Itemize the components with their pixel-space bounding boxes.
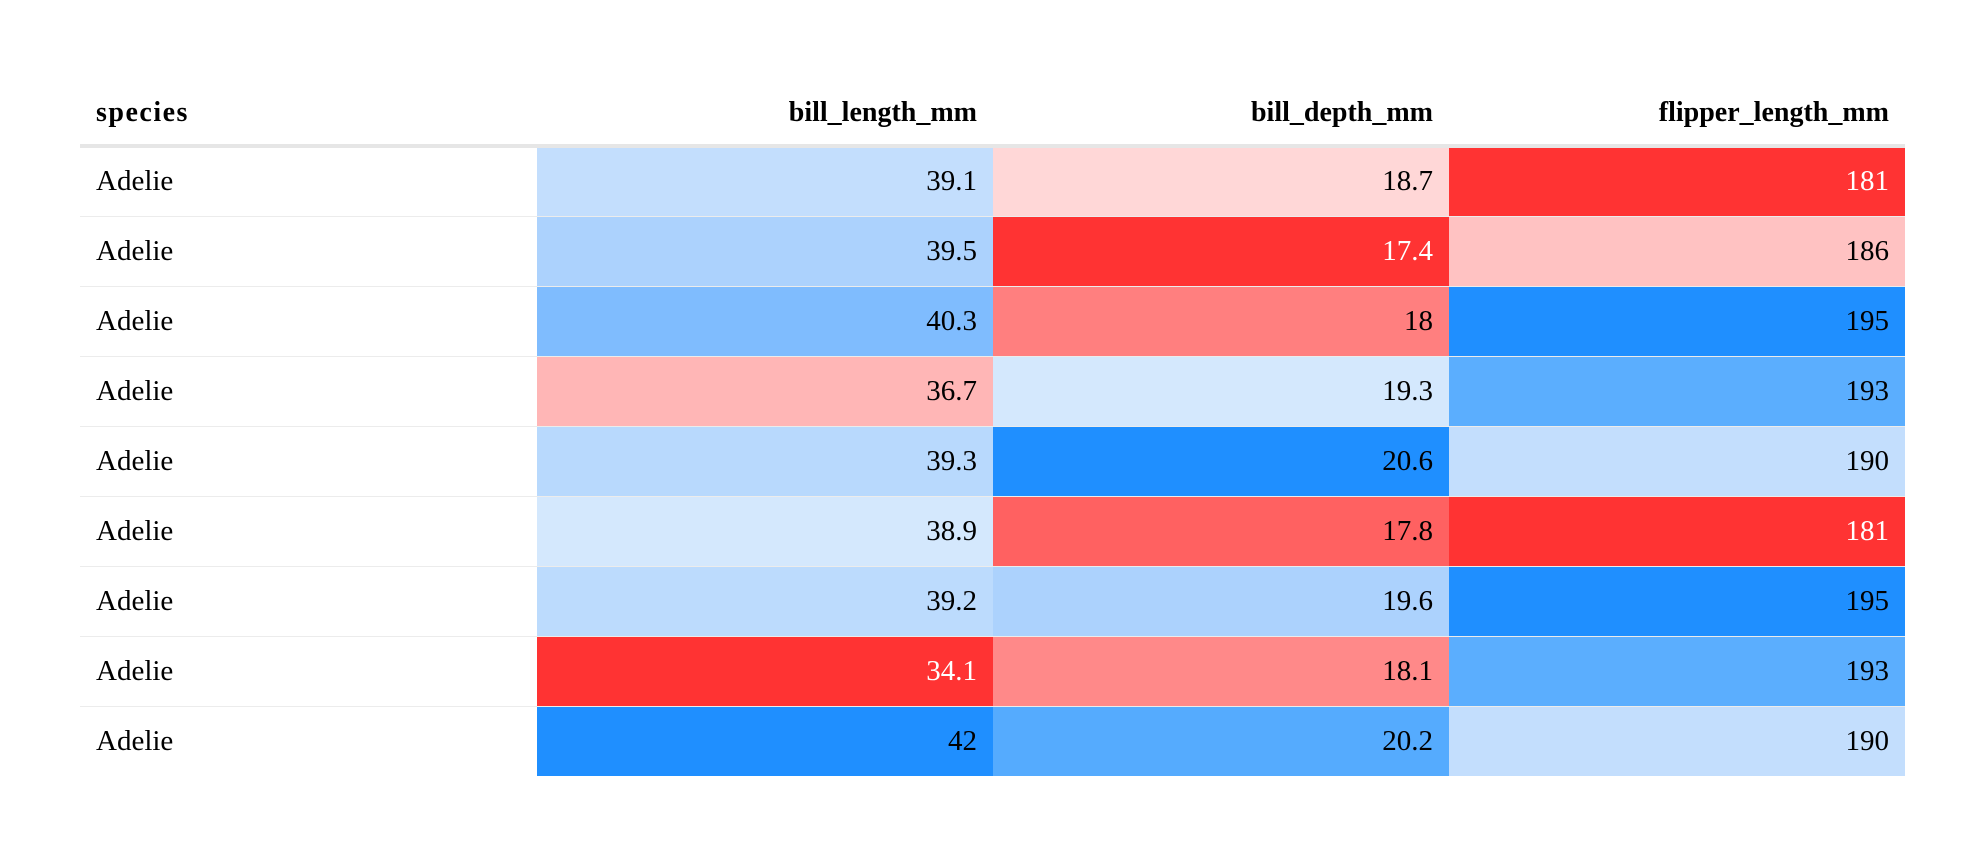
table-row: Adelie 39.5 17.4 186 bbox=[80, 216, 1905, 287]
flipper-length-cell: 181 bbox=[1449, 146, 1905, 217]
header-row: species bill_length_mm bill_depth_mm fli… bbox=[80, 82, 1905, 148]
column-header-bill-length[interactable]: bill_length_mm bbox=[537, 82, 993, 148]
species-cell: Adelie bbox=[80, 566, 537, 637]
flipper-length-cell: 193 bbox=[1449, 356, 1905, 427]
bill-depth-cell: 17.8 bbox=[993, 496, 1449, 567]
bill-length-cell: 39.5 bbox=[537, 216, 993, 287]
flipper-length-cell: 186 bbox=[1449, 216, 1905, 287]
flipper-length-cell: 190 bbox=[1449, 706, 1905, 776]
bill-depth-cell: 20.2 bbox=[993, 706, 1449, 776]
species-cell: Adelie bbox=[80, 636, 537, 707]
bill-depth-cell: 20.6 bbox=[993, 426, 1449, 497]
column-header-flipper-length[interactable]: flipper_length_mm bbox=[1449, 82, 1905, 148]
species-cell: Adelie bbox=[96, 724, 174, 757]
flipper-length-cell: 181 bbox=[1449, 496, 1905, 567]
bill-length-cell: 36.7 bbox=[537, 356, 993, 427]
flipper-length-cell: 195 bbox=[1449, 286, 1905, 357]
table-row: Adelie 39.1 18.7 181 bbox=[80, 146, 1905, 217]
column-header-bill-depth[interactable]: bill_depth_mm bbox=[993, 82, 1449, 148]
flipper-length-cell: 195 bbox=[1449, 566, 1905, 637]
table-row: Adelie 42 20.2 190 bbox=[80, 706, 1905, 776]
bill-length-cell: 39.3 bbox=[537, 426, 993, 497]
species-cell: Adelie bbox=[80, 146, 537, 217]
flipper-length-cell: 190 bbox=[1449, 426, 1905, 497]
bill-depth-cell: 17.4 bbox=[993, 216, 1449, 287]
table-row: Adelie 39.3 20.6 190 bbox=[80, 426, 1905, 497]
bill-depth-cell: 19.3 bbox=[993, 356, 1449, 427]
bill-depth-cell: 18 bbox=[993, 286, 1449, 357]
data-table-container: species bill_length_mm bill_depth_mm fli… bbox=[80, 82, 1905, 776]
bill-length-cell: 42 bbox=[537, 706, 993, 776]
flipper-length-cell: 193 bbox=[1449, 636, 1905, 707]
table-row: Adelie 38.9 17.8 181 bbox=[80, 496, 1905, 567]
table-row: Adelie 40.3 18 195 bbox=[80, 286, 1905, 357]
species-cell: Adelie bbox=[80, 216, 537, 287]
bill-depth-cell: 18.1 bbox=[993, 636, 1449, 707]
table-row: Adelie 39.2 19.6 195 bbox=[80, 566, 1905, 637]
table-row: Adelie 36.7 19.3 193 bbox=[80, 356, 1905, 427]
species-cell: Adelie bbox=[80, 286, 537, 357]
bill-depth-cell: 18.7 bbox=[993, 146, 1449, 217]
bill-length-cell: 34.1 bbox=[537, 636, 993, 707]
table-body: Adelie 39.1 18.7 181 Adelie 39.5 17.4 186 Adelie… bbox=[80, 146, 1905, 776]
species-cell: Adelie bbox=[80, 496, 537, 567]
bill-depth-cell: 19.6 bbox=[993, 566, 1449, 637]
column-header-species[interactable]: species bbox=[80, 82, 537, 148]
species-cell: Adelie bbox=[80, 426, 537, 497]
penguins-heatmap-table: species bill_length_mm bill_depth_mm fli… bbox=[80, 82, 1905, 776]
bill-length-cell: 40.3 bbox=[537, 286, 993, 357]
bill-length-cell: 39.2 bbox=[537, 566, 993, 637]
table-row: Adelie 34.1 18.1 193 bbox=[80, 636, 1905, 707]
species-cell: Adelie bbox=[80, 356, 537, 427]
bill-length-cell: 38.9 bbox=[537, 496, 993, 567]
bill-length-cell: 39.1 bbox=[537, 146, 993, 217]
